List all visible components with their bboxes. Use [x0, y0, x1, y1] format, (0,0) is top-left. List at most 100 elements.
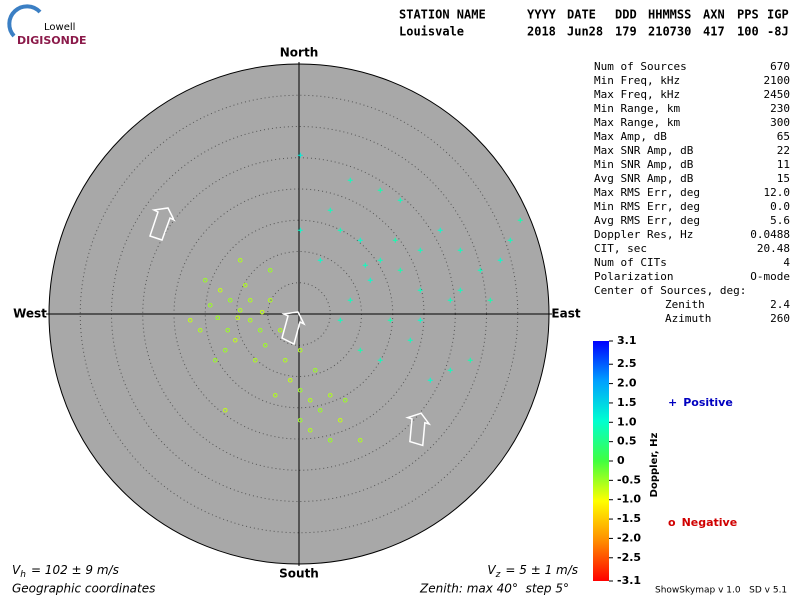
positive-source	[317, 257, 323, 263]
stat-value: 65	[777, 130, 790, 143]
positive-source	[362, 262, 368, 268]
negative-source	[297, 347, 303, 353]
vh-sub: h	[20, 570, 26, 580]
stat-label: Max Range, km	[594, 116, 680, 129]
positive-source	[477, 267, 483, 273]
stat-value: 15	[777, 172, 790, 185]
positive-source	[377, 257, 383, 263]
stat-label: Avg RMS Err, deg	[594, 214, 700, 227]
colorbar-tick-label: -2.0	[617, 531, 641, 544]
colorbar-tick-label: -2.5	[617, 551, 641, 564]
negative-source	[272, 392, 278, 398]
east-label: East	[551, 307, 580, 321]
negative-source	[297, 417, 303, 423]
positive-source	[337, 317, 343, 323]
negative-source	[235, 315, 241, 321]
positive-source	[377, 187, 383, 193]
west-label: West	[13, 307, 47, 321]
header-label: IGP	[767, 8, 789, 22]
negative-source	[247, 317, 253, 323]
negative-source	[262, 342, 268, 348]
positive-source	[507, 237, 513, 243]
north-label: North	[280, 46, 318, 60]
stat-label: Num of Sources	[594, 60, 687, 73]
negative-source	[207, 302, 213, 308]
vz-symbol: V	[487, 563, 496, 577]
stat-label: Doppler Res, Hz	[594, 228, 693, 241]
stat-value: 0.0488	[750, 228, 790, 241]
stat-label: Max Freq, kHz	[594, 88, 680, 101]
negative-source	[215, 315, 221, 321]
stat-label: CIT, sec	[594, 242, 647, 255]
header-value: Jun28	[567, 25, 603, 39]
stat-value: 11	[777, 158, 790, 171]
colorbar-tick-label: 2.5	[617, 357, 637, 370]
positive-source	[457, 287, 463, 293]
stat-label: Min SNR Amp, dB	[594, 158, 694, 171]
negative-source	[222, 407, 228, 413]
negative-source	[267, 267, 273, 273]
negative-source	[227, 297, 233, 303]
legend-entry: + Positive	[668, 396, 733, 409]
positive-source	[377, 357, 383, 363]
stat-label: Max Amp, dB	[594, 130, 667, 143]
header-value: 179	[615, 25, 637, 39]
negative-source	[225, 327, 231, 333]
stat-label: Max SNR Amp, dB	[594, 144, 694, 157]
center-value: 260	[770, 312, 790, 325]
positive-source	[327, 207, 333, 213]
negative-source	[212, 357, 218, 363]
positive-source	[397, 267, 403, 273]
positive-source	[297, 227, 303, 233]
center-value: 2.4	[770, 298, 790, 311]
logo-bottom: DIGISONDE	[17, 34, 86, 47]
negative-source	[187, 317, 193, 323]
positive-source	[417, 247, 423, 253]
positive-source	[427, 377, 433, 383]
header-label: YYYY	[527, 8, 557, 22]
negative-source	[232, 337, 238, 343]
version-note: ShowSkymap v 1.0 SD v 5.1	[655, 586, 787, 596]
legend-symbol: +	[668, 396, 677, 409]
coordinates-note: Geographic coordinates	[12, 582, 155, 596]
stat-value: 22	[777, 144, 790, 157]
header-value: -8J	[767, 25, 789, 39]
positive-source	[447, 367, 453, 373]
stat-label: Polarization	[594, 270, 673, 283]
colorbar-tick-label: -3.1	[617, 574, 641, 587]
colorbar-tick-label: 1.0	[617, 415, 637, 428]
stat-label: Max RMS Err, deg	[594, 186, 700, 199]
center-heading: Center of Sources, deg:	[594, 284, 746, 297]
negative-source	[307, 397, 313, 403]
positive-source	[387, 317, 393, 323]
colorbar-tick-label: 1.5	[617, 396, 637, 409]
header-value: 417	[703, 25, 725, 39]
negative-source	[282, 357, 288, 363]
legend-entry: o Negative	[668, 516, 737, 529]
legend-symbol: o	[668, 516, 676, 529]
negative-source	[337, 417, 343, 423]
south-label: South	[279, 567, 319, 581]
positive-source	[417, 317, 423, 323]
negative-source	[342, 397, 348, 403]
negative-source	[277, 327, 283, 333]
center-label: Azimuth	[665, 312, 711, 325]
positive-source	[392, 237, 398, 243]
negative-source	[217, 287, 223, 293]
colorbar-title: Doppler, Hz	[649, 433, 660, 498]
vz-sub: z	[495, 570, 501, 580]
stat-value: 5.6	[770, 214, 790, 227]
colorbar	[593, 341, 609, 581]
logo-swoosh	[7, 4, 42, 38]
logo-top: Lowell	[44, 22, 75, 33]
negative-source	[357, 437, 363, 443]
header-label: DATE	[567, 8, 596, 22]
positive-source	[467, 357, 473, 363]
positive-source	[457, 247, 463, 253]
header-value: 210730	[648, 25, 691, 39]
negative-source	[252, 357, 258, 363]
stat-value: 12.0	[764, 186, 791, 199]
vz-label: Vz = 5 ± 1 m/s	[487, 563, 578, 580]
negative-source	[237, 257, 243, 263]
